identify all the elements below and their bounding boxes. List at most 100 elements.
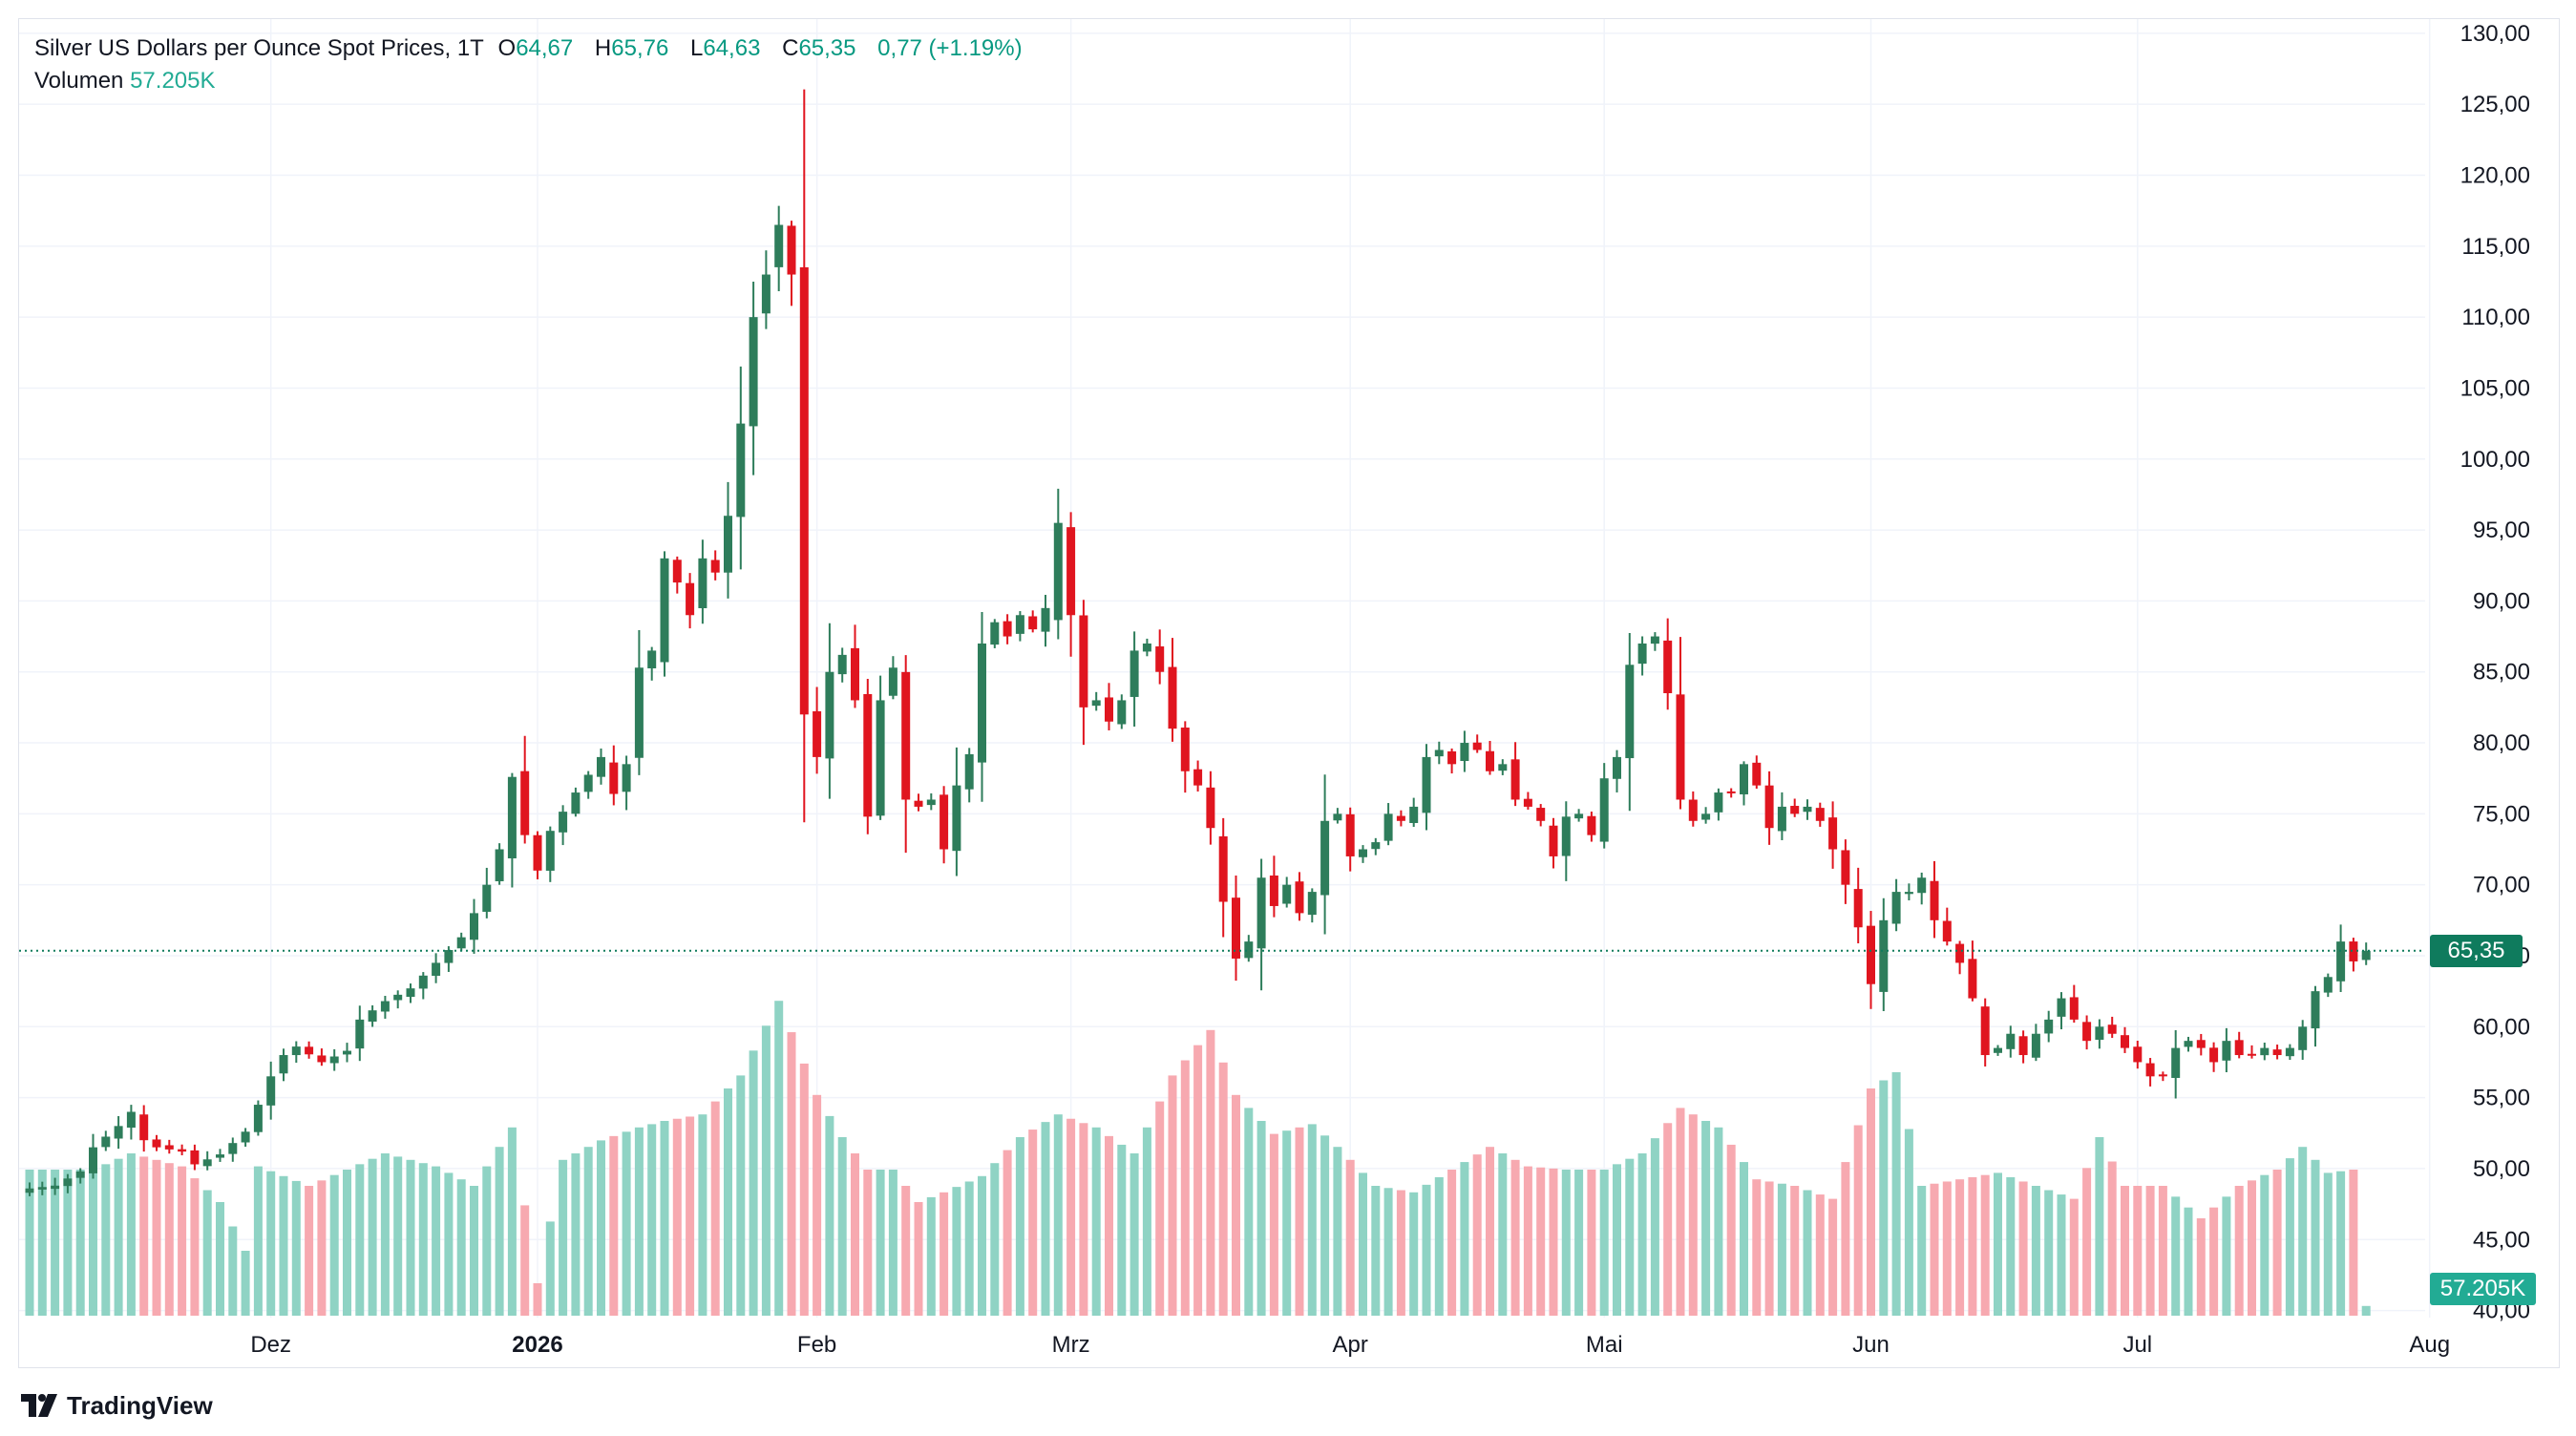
candle-body (1777, 806, 1786, 832)
volume-bar (1663, 1123, 1673, 1316)
candle-body (736, 423, 746, 517)
time-tick-label: Jul (2122, 1332, 2152, 1358)
candle-body (1930, 880, 1939, 920)
candle-body (202, 1159, 212, 1167)
volume-bar (533, 1283, 542, 1316)
candle-body (432, 962, 441, 976)
candle-body (355, 1019, 365, 1049)
candle-body (634, 667, 644, 758)
volume-legend-label[interactable]: Volumen (34, 68, 124, 94)
symbol-title[interactable]: Silver US Dollars per Ounce Spot Prices,… (34, 35, 484, 61)
volume-bar (1028, 1130, 1038, 1316)
candle-body (228, 1143, 238, 1154)
volume-bar (2057, 1194, 2066, 1316)
volume-bar (253, 1166, 263, 1316)
candle-body (571, 792, 581, 814)
volume-bar (1942, 1181, 1952, 1316)
volume-bar (1472, 1154, 1482, 1316)
volume-bar (851, 1153, 859, 1316)
volume-bar (368, 1158, 377, 1316)
low-value: 64,63 (703, 35, 761, 61)
volume-bar (2234, 1186, 2244, 1316)
volume-bar (761, 1025, 771, 1316)
volume-bar (2082, 1168, 2092, 1316)
candle-body (686, 582, 695, 616)
low-label: L (690, 35, 704, 61)
candle-body (253, 1105, 263, 1132)
volume-bar (1180, 1060, 1190, 1316)
volume-bar (266, 1171, 276, 1316)
tradingview-logo-icon (21, 1394, 57, 1417)
volume-bar (1142, 1127, 1151, 1316)
candle-body (152, 1139, 161, 1148)
candle-body (1383, 813, 1393, 841)
volume-bar (432, 1166, 441, 1316)
candle-body (888, 667, 897, 696)
volume-bar (647, 1124, 657, 1316)
volume-bar (888, 1170, 897, 1316)
volume-bar (1891, 1072, 1901, 1316)
volume-bar (571, 1153, 581, 1316)
high-label: H (594, 35, 612, 61)
candle-body (2082, 1022, 2092, 1042)
volume-bar (1041, 1122, 1050, 1316)
candle-body (1434, 750, 1444, 757)
candle-body (1486, 750, 1494, 771)
candle-body (1447, 750, 1457, 765)
volume-bar (990, 1163, 1000, 1316)
candle-body (813, 710, 822, 757)
time-axis[interactable]: Dez 2026 Feb Mrz Apr Mai Jun Jul Aug (250, 1332, 2450, 1358)
volume-bar (686, 1116, 695, 1316)
candle-body (597, 756, 605, 777)
candle-body (2209, 1047, 2219, 1063)
volume-bar (2272, 1170, 2282, 1316)
candle-body (1142, 643, 1151, 652)
candle-body (1536, 808, 1546, 821)
volume-bar (1282, 1130, 1292, 1316)
candle-body (1980, 1006, 1990, 1056)
volume-bar (2298, 1147, 2308, 1316)
candle-body (2361, 950, 2371, 961)
volume-bar (813, 1094, 822, 1316)
candle-body (2248, 1053, 2256, 1056)
volume-bar (901, 1186, 911, 1316)
candle-body (1282, 884, 1292, 904)
candle-body (139, 1114, 149, 1141)
candle-body (495, 849, 504, 881)
volume-bar (1130, 1153, 1139, 1316)
volume-bar (1396, 1190, 1405, 1316)
volume-bar (1232, 1094, 1240, 1316)
close-value: 65,35 (798, 35, 856, 61)
candle-body (672, 560, 682, 583)
candle-body (1333, 813, 1342, 821)
ohlc-legend: Silver US Dollars per Ounce Spot Prices,… (34, 35, 1030, 62)
candle-body (2272, 1049, 2282, 1056)
volume-bar (1968, 1176, 1977, 1316)
candle-body (837, 654, 847, 675)
candle-body (1561, 816, 1571, 856)
candle-body (444, 950, 454, 963)
candle-body (1079, 615, 1088, 707)
candle-body (1053, 522, 1063, 621)
volume-bar (1409, 1192, 1419, 1316)
candle-body (329, 1056, 339, 1064)
candle-body (2121, 1035, 2129, 1048)
volume-bar (698, 1114, 707, 1316)
tradingview-logo[interactable]: TradingView (21, 1389, 213, 1422)
volume-bar (876, 1170, 885, 1316)
price-tick-label: 125,00 (2460, 92, 2530, 117)
volume-bar (470, 1186, 478, 1316)
candle-body (724, 516, 732, 573)
candle-body (2222, 1041, 2231, 1061)
volume-bar (2323, 1172, 2333, 1316)
candle-body (1498, 764, 1508, 771)
volume-bar (1701, 1121, 1711, 1316)
volume-bar (1637, 1153, 1647, 1316)
candle-body (178, 1149, 187, 1152)
candle-body (75, 1171, 85, 1178)
price-axis[interactable]: 130,00 125,00 120,00 115,00 110,00 105,00 100,… (2460, 21, 2530, 1324)
volume-bar (444, 1172, 454, 1316)
volume-bar (1091, 1127, 1101, 1316)
volume-bar (343, 1170, 351, 1316)
